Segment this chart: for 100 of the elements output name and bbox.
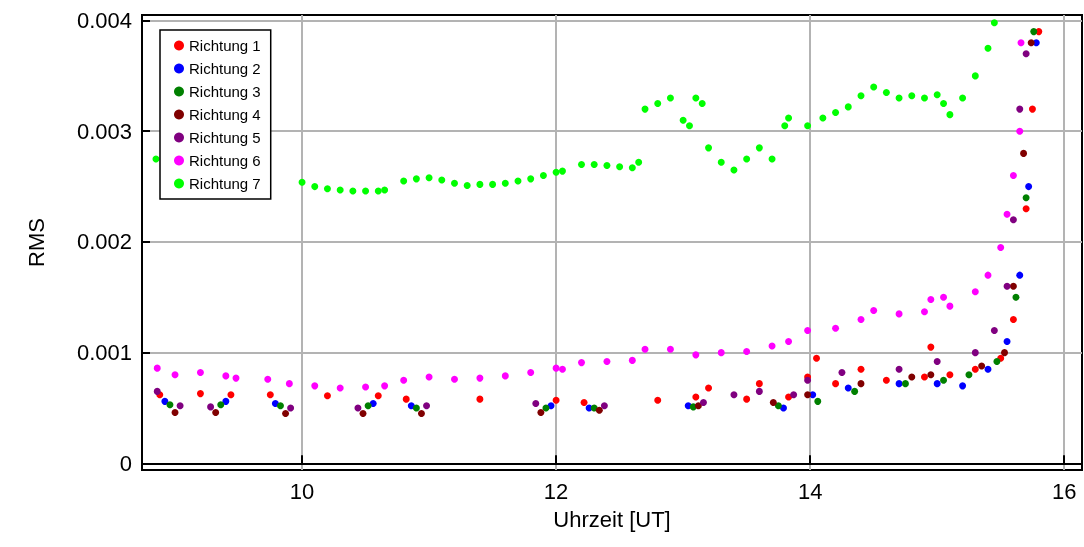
point (603, 358, 611, 366)
point (171, 408, 179, 416)
point (580, 398, 588, 406)
point (176, 402, 184, 410)
point (882, 376, 890, 384)
point (1003, 338, 1011, 346)
point (476, 374, 484, 382)
point (153, 387, 161, 395)
point (1022, 50, 1030, 58)
point (699, 398, 707, 406)
point (402, 395, 410, 403)
point (171, 371, 179, 379)
point (476, 395, 484, 403)
point (971, 349, 979, 357)
point (1016, 127, 1024, 135)
point (217, 401, 225, 409)
point (196, 369, 204, 377)
y-tick-label: 0 (119, 450, 132, 476)
y-axis-title: RMS (23, 218, 49, 267)
point (1020, 149, 1028, 157)
x-axis-title: Uhrzeit [UT] (553, 506, 671, 532)
point (1009, 216, 1017, 224)
point (450, 375, 458, 383)
point (227, 391, 235, 399)
point (595, 406, 603, 414)
point (1016, 105, 1024, 113)
point (666, 345, 674, 353)
point (971, 288, 979, 296)
point (1009, 315, 1017, 323)
x-tick-label: 14 (797, 478, 823, 504)
point (212, 408, 220, 416)
point (804, 327, 812, 335)
point (927, 343, 935, 351)
point (412, 404, 420, 412)
legend-label: Richtung 7 (189, 175, 261, 192)
point (857, 365, 865, 373)
point (362, 383, 370, 391)
point (971, 365, 979, 373)
point (1009, 172, 1017, 180)
point (1003, 210, 1011, 218)
point (832, 324, 840, 332)
point (417, 410, 425, 418)
point (790, 391, 798, 399)
point (694, 402, 702, 410)
point (978, 362, 986, 370)
point (527, 369, 535, 377)
point (940, 376, 948, 384)
point (743, 395, 751, 403)
point (940, 293, 948, 301)
point (381, 382, 389, 390)
y-tick-label: 0.001 (76, 340, 132, 366)
point (984, 365, 992, 373)
point (654, 396, 662, 404)
point (730, 391, 738, 399)
point (364, 402, 372, 410)
point (755, 387, 763, 395)
x-tick-label: 16 (1051, 478, 1077, 504)
point (600, 402, 608, 410)
point (908, 373, 916, 381)
point (1030, 28, 1038, 36)
point (804, 391, 812, 399)
point (933, 380, 941, 388)
point (838, 369, 846, 377)
point (832, 380, 840, 388)
point (558, 365, 566, 373)
point (1012, 293, 1020, 301)
point (222, 397, 230, 405)
point (374, 392, 382, 400)
point (857, 315, 865, 323)
point (1003, 282, 1011, 290)
point (1027, 39, 1035, 47)
point (323, 392, 331, 400)
point (785, 338, 793, 346)
point (920, 308, 928, 316)
point (895, 365, 903, 373)
point (965, 371, 973, 379)
point (743, 348, 751, 356)
point (166, 401, 174, 409)
point (641, 345, 649, 353)
point (552, 364, 560, 372)
point (282, 410, 290, 418)
legend-label: Richtung 6 (189, 152, 261, 169)
x-tick-label: 10 (289, 478, 315, 504)
point (959, 382, 967, 390)
legend-label: Richtung 3 (189, 83, 261, 100)
point (813, 354, 821, 362)
point (814, 397, 822, 405)
point (1001, 349, 1009, 357)
point (222, 372, 230, 380)
x-tick-label: 12 (543, 478, 569, 504)
point (264, 375, 272, 383)
point (857, 380, 865, 388)
point (1016, 271, 1024, 279)
point (153, 364, 161, 372)
point (927, 296, 935, 304)
point (501, 372, 509, 380)
point (895, 380, 903, 388)
y-tick-label: 0.002 (76, 229, 132, 255)
point (196, 390, 204, 398)
y-tick-label: 0.004 (76, 8, 132, 34)
